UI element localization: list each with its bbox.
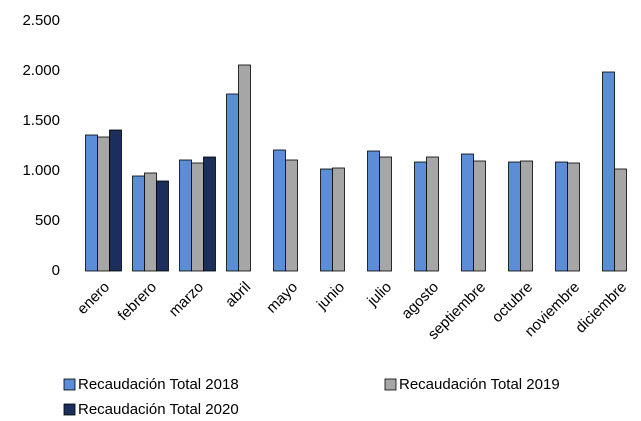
bar xyxy=(426,156,439,272)
bar xyxy=(473,160,486,272)
bar xyxy=(156,180,169,272)
bar xyxy=(332,167,345,272)
bar xyxy=(320,168,333,272)
x-tick-label: enero xyxy=(74,279,113,318)
bar xyxy=(226,93,239,272)
bar xyxy=(132,175,145,272)
y-tick-label: 500 xyxy=(35,212,60,229)
bar xyxy=(414,161,427,272)
bar xyxy=(85,134,98,272)
bar xyxy=(508,161,521,272)
bar xyxy=(238,64,251,272)
bar xyxy=(379,156,392,272)
legend-swatch xyxy=(63,378,76,391)
x-tick-label: diciembre xyxy=(572,279,630,337)
bar xyxy=(567,162,580,272)
x-tick-label: mayo xyxy=(263,279,301,317)
x-tick-label: febrero xyxy=(115,279,161,325)
legend-swatch xyxy=(63,403,76,416)
y-tick-label: 0 xyxy=(52,262,60,279)
bar xyxy=(179,159,192,272)
x-tick-label: octubre xyxy=(489,279,536,326)
bar xyxy=(614,168,627,272)
bar xyxy=(367,150,380,272)
x-tick-label: julio xyxy=(364,279,396,311)
bar xyxy=(203,156,216,272)
bar xyxy=(97,136,110,272)
bar xyxy=(191,162,204,272)
bar xyxy=(602,71,615,272)
legend-swatch xyxy=(384,378,397,391)
x-tick-label: junio xyxy=(313,279,348,314)
bar xyxy=(109,129,122,272)
y-tick-label: 2.000 xyxy=(22,62,60,79)
bar xyxy=(520,160,533,272)
legend-label: Recaudación Total 2019 xyxy=(399,376,560,393)
bar xyxy=(273,149,286,272)
y-tick-label: 1.500 xyxy=(22,112,60,129)
bar xyxy=(285,159,298,272)
x-tick-label: abril xyxy=(222,279,254,311)
x-tick-label: marzo xyxy=(166,279,207,320)
bar xyxy=(144,172,157,272)
x-tick-label: agosto xyxy=(398,279,442,323)
y-tick-label: 2.500 xyxy=(22,12,60,29)
bar xyxy=(461,153,474,272)
legend-label: Recaudación Total 2020 xyxy=(78,401,239,418)
bar xyxy=(555,161,568,272)
legend-label: Recaudación Total 2018 xyxy=(78,376,239,393)
y-tick-label: 1.000 xyxy=(22,162,60,179)
